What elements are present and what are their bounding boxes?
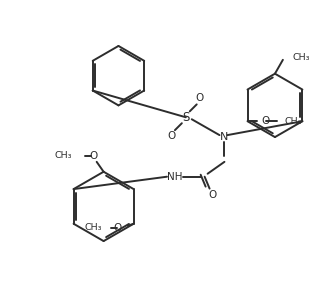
Text: CH₃: CH₃ [54, 151, 72, 160]
Text: NH: NH [167, 172, 183, 182]
Text: N: N [220, 132, 229, 142]
Text: O: O [168, 131, 176, 141]
Text: O: O [261, 116, 270, 126]
Text: CH₃: CH₃ [293, 53, 310, 62]
Text: S: S [182, 111, 189, 124]
Text: O: O [208, 189, 217, 200]
Text: CH₃: CH₃ [85, 223, 102, 232]
Text: O: O [195, 93, 204, 104]
Text: CH₃: CH₃ [284, 117, 302, 126]
Text: O: O [114, 223, 122, 233]
Text: O: O [90, 151, 98, 161]
